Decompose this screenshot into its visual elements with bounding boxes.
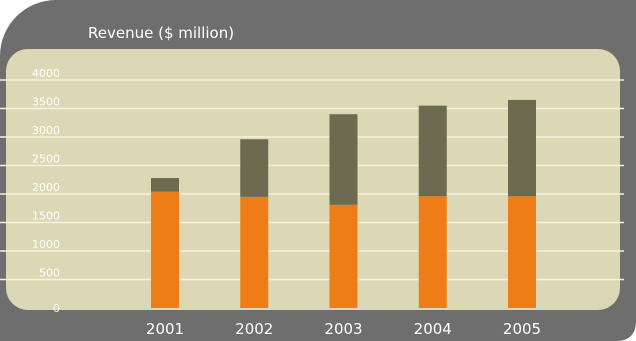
- y-tick-label: 0: [53, 302, 60, 315]
- y-tick-label: 1500: [32, 210, 60, 223]
- bar-segment-top: [418, 105, 447, 197]
- y-tick-label: 1000: [32, 238, 60, 251]
- bar-segment-top: [151, 178, 179, 192]
- bars: [151, 99, 536, 308]
- bar-segment-bottom: [240, 196, 269, 308]
- y-tick-label: 2500: [32, 153, 60, 166]
- y-tick-label: 2000: [32, 181, 60, 194]
- y-tick-label: 3000: [32, 124, 60, 137]
- x-tick-label: 2003: [324, 320, 362, 338]
- x-tick-label: 2004: [414, 320, 452, 338]
- y-axis-ticks: 0 500 1000 1500 2000 2500 3000 3500 4000: [32, 67, 60, 315]
- y-tick-label: 3500: [32, 96, 60, 109]
- y-tick-label: 500: [39, 267, 60, 280]
- bar-segment-top: [329, 114, 358, 205]
- y-tick-label: 4000: [32, 67, 60, 80]
- bar-segment-top: [508, 99, 536, 197]
- chart-title: Revenue ($ million): [88, 24, 234, 42]
- bar-segment-bottom: [329, 204, 358, 308]
- bar-segment-bottom: [508, 196, 536, 308]
- x-tick-label: 2005: [503, 320, 541, 338]
- x-tick-label: 2002: [235, 320, 273, 338]
- x-axis-ticks: 2001 2002 2003 2004 2005: [146, 320, 541, 338]
- bar-segment-top: [240, 139, 269, 197]
- bar-segment-bottom: [151, 191, 179, 308]
- x-tick-label: 2001: [146, 320, 184, 338]
- bar-segment-bottom: [418, 196, 447, 308]
